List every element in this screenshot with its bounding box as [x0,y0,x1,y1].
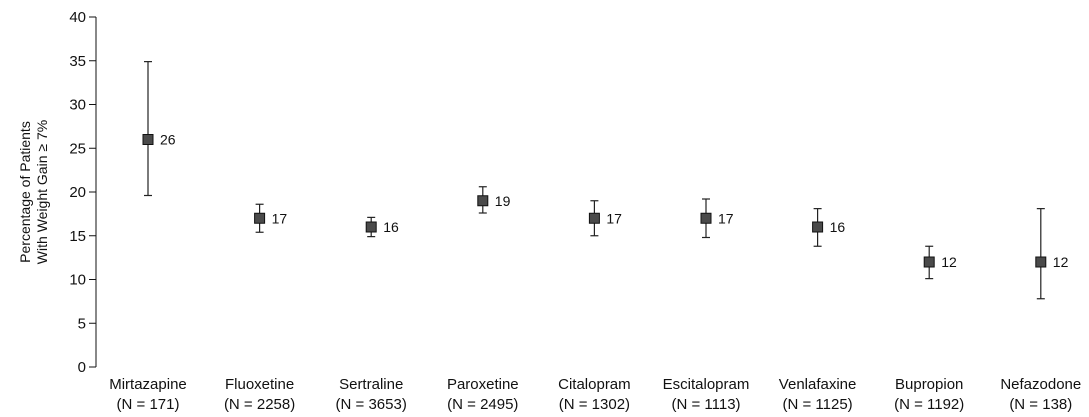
data-label: 19 [495,193,511,209]
y-axis-ticks: 0 5 10 15 20 25 30 35 40 [69,9,96,376]
y-tick-label: 25 [69,140,86,157]
x-category-n: (N = 1125) [783,396,853,413]
data-point-marker [142,134,154,145]
data-label: 26 [160,132,176,148]
x-category-name: Nefazodone [1000,376,1081,393]
y-tick-label: 40 [69,9,86,26]
y-tick-label: 0 [78,359,86,376]
data-point-marker [588,212,600,224]
x-category-name: Fluoxetine [225,376,294,393]
y-axis-title-line-2: With Weight Gain ≥ 7% [34,120,50,264]
data-point-marker [1035,256,1047,268]
y-tick-label: 20 [69,184,86,201]
y-axis-title-line-1: Percentage of Patients [17,121,33,263]
x-category-n: (N = 1192) [894,396,964,413]
data-point-marker [700,212,712,224]
x-category-name: Citalopram [558,376,631,393]
data-label: 16 [383,219,399,235]
data-label: 17 [606,210,622,226]
y-tick-label: 15 [69,228,86,245]
data-point-marker [477,195,489,207]
data-label: 17 [272,210,288,226]
data-label: 12 [941,254,957,270]
y-tick-label: 35 [69,53,86,70]
y-tick-label: 5 [78,315,86,332]
y-tick-label: 10 [69,272,86,289]
x-category-n: (N = 2495) [447,396,518,413]
data-label: 17 [718,210,734,226]
x-category-n: (N = 1113) [671,396,740,413]
data-point-marker [365,221,377,233]
x-category-name: Sertraline [339,376,403,393]
x-category-name: Escitalopram [663,376,750,393]
x-category-name: Bupropion [895,376,963,393]
x-category-n: (N = 3653) [336,396,407,413]
y-axis-title: Percentage of Patients With Weight Gain … [17,120,50,264]
x-category-n: (N = 1302) [559,396,630,413]
x-category-name: Mirtazapine [109,376,187,393]
data-point-marker [812,221,824,233]
data-label: 12 [1053,254,1069,270]
x-category-n: (N = 2258) [224,396,295,413]
x-category-name: Venlafaxine [779,376,857,393]
x-category-n: (N = 171) [117,396,180,413]
y-tick-label: 30 [69,97,86,114]
x-category-name: Paroxetine [447,376,519,393]
data-point-marker [254,212,266,224]
data-point-marker [923,256,935,268]
data-label: 16 [830,219,846,235]
data-marks: 26 17 16 19 17 17 16 12 12 [142,61,1069,300]
x-category-n: (N = 138) [1009,396,1072,413]
x-axis-categories: Mirtazapine (N = 171) Fluoxetine (N = 2258)… [109,376,1081,413]
